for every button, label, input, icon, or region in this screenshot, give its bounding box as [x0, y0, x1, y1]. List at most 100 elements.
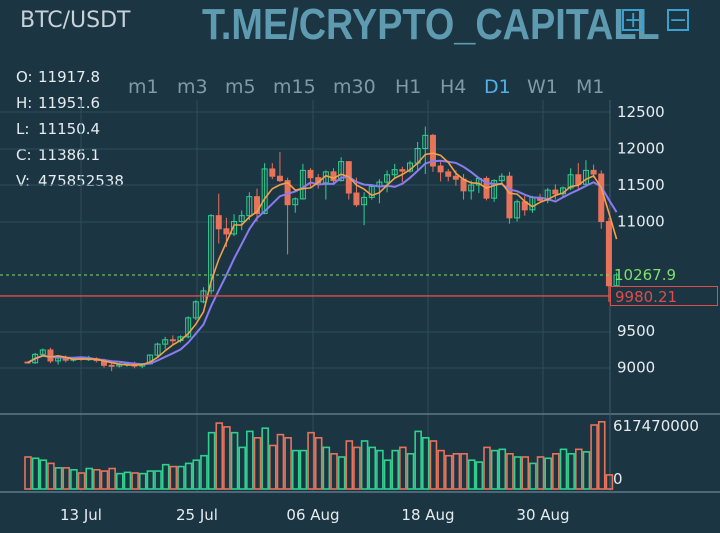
volume-bar — [268, 444, 277, 490]
volume-bar — [490, 449, 499, 490]
candle-body — [452, 175, 459, 180]
ohlc-high-label: H: — [16, 94, 33, 112]
candle-body — [590, 169, 597, 175]
ohlc-open-label: O: — [16, 68, 33, 86]
volume-bar — [200, 454, 208, 490]
volume-bar — [475, 461, 484, 490]
volume-bar — [506, 452, 514, 490]
candle-body — [353, 192, 360, 206]
volume-bar — [498, 448, 507, 490]
candle-body — [361, 196, 368, 206]
grid-lines — [0, 100, 720, 493]
tab-m3[interactable]: m3 — [177, 76, 208, 98]
candle-body — [567, 174, 574, 189]
ohlc-low: L: 11150.4 — [16, 120, 100, 138]
candle-body — [498, 175, 505, 182]
ohlc-open: O: 11917.8 — [16, 68, 100, 86]
ohlc-close-label: C: — [16, 146, 32, 164]
pair-title[interactable]: BTC/USDT — [20, 8, 131, 33]
candle-body — [575, 174, 582, 185]
candle-body — [544, 189, 551, 201]
date-tick-label: 30 Aug — [516, 506, 569, 524]
tab-m30[interactable]: m30 — [333, 76, 376, 98]
volume-bar — [246, 430, 254, 490]
volume-bar — [123, 471, 132, 490]
price-tick-label: 11000 — [617, 213, 665, 231]
volume-bar — [368, 446, 377, 490]
volume-bar — [452, 452, 461, 490]
volume-bar — [314, 436, 323, 490]
candle-body — [437, 165, 444, 173]
volume-bar — [31, 457, 40, 490]
volume-bar — [77, 472, 86, 490]
candle-body — [514, 201, 521, 219]
ohlc-low-value: 11150.4 — [38, 120, 101, 138]
volume-bar — [223, 426, 231, 490]
volume-bar — [284, 436, 292, 490]
volume-bar — [215, 422, 224, 490]
volume-bar — [521, 456, 530, 490]
ohlc-high: H: 11951.6 — [16, 94, 100, 112]
candle-body — [384, 174, 391, 183]
volume-bar — [291, 449, 300, 490]
ma-slow-line — [27, 159, 618, 366]
volume-bar — [24, 456, 32, 490]
candle-body — [185, 317, 192, 338]
volume-bar — [353, 446, 361, 490]
axis-labels: 12500 12000 11500 11000 9500 9000 617470000 0 13… — [60, 103, 699, 524]
candle-body — [445, 171, 452, 177]
candle-body — [47, 349, 54, 362]
volume-bar — [238, 446, 246, 490]
candle-body — [552, 189, 559, 195]
volume-bar — [536, 456, 545, 490]
candle-body — [231, 221, 238, 235]
candle-body — [261, 168, 268, 214]
volume-bar — [108, 467, 116, 490]
current-price-tag: 10267.9 — [614, 265, 677, 284]
volume-bar — [161, 463, 170, 490]
volume-bar — [360, 440, 369, 490]
candle-body — [254, 196, 260, 214]
tab-m1[interactable]: m1 — [128, 76, 159, 98]
price-tick-label: 12000 — [617, 140, 665, 158]
volume-bar — [207, 431, 216, 490]
volume-bar — [230, 431, 239, 490]
volume-bar — [177, 465, 185, 490]
date-tick-label: 06 Aug — [286, 506, 339, 524]
tab-h1[interactable]: H1 — [395, 76, 422, 98]
candle-body — [330, 171, 337, 182]
zoom-in-button[interactable]: + — [622, 8, 644, 33]
candle-body — [192, 301, 199, 319]
volume-bar — [154, 470, 162, 490]
volume-bar — [483, 446, 491, 490]
volume-bar — [391, 449, 400, 490]
watermark: T.ME/CRYPTO_CAPITALL — [202, 0, 660, 49]
volume-bar — [299, 449, 308, 490]
tab-m1-month[interactable]: M1 — [576, 76, 605, 98]
volume-bar — [567, 452, 575, 490]
volume-bar — [261, 427, 269, 490]
volume-bar — [39, 459, 48, 490]
tab-h4[interactable]: H4 — [440, 76, 467, 98]
ma-fast-line — [27, 152, 618, 366]
tab-m5[interactable]: m5 — [225, 76, 256, 98]
candle-body — [215, 215, 222, 230]
tab-m15[interactable]: m15 — [273, 76, 316, 98]
volume-bar — [184, 462, 193, 490]
line-price-tag: 9980.21 — [610, 285, 718, 306]
ohlc-high-value: 11951.6 — [38, 94, 101, 112]
zoom-out-button[interactable]: − — [667, 8, 689, 33]
candle-body — [391, 169, 398, 176]
tab-w1[interactable]: W1 — [527, 76, 558, 98]
volume-bar — [467, 459, 476, 490]
candle-body — [422, 134, 429, 150]
volume-bar — [85, 467, 93, 490]
volume-bar — [131, 472, 139, 490]
tab-d1[interactable]: D1 — [484, 76, 511, 98]
candle-body — [39, 349, 46, 355]
candle-body — [154, 343, 161, 356]
volume-bar — [437, 449, 445, 490]
date-tick-label: 13 Jul — [60, 506, 102, 524]
